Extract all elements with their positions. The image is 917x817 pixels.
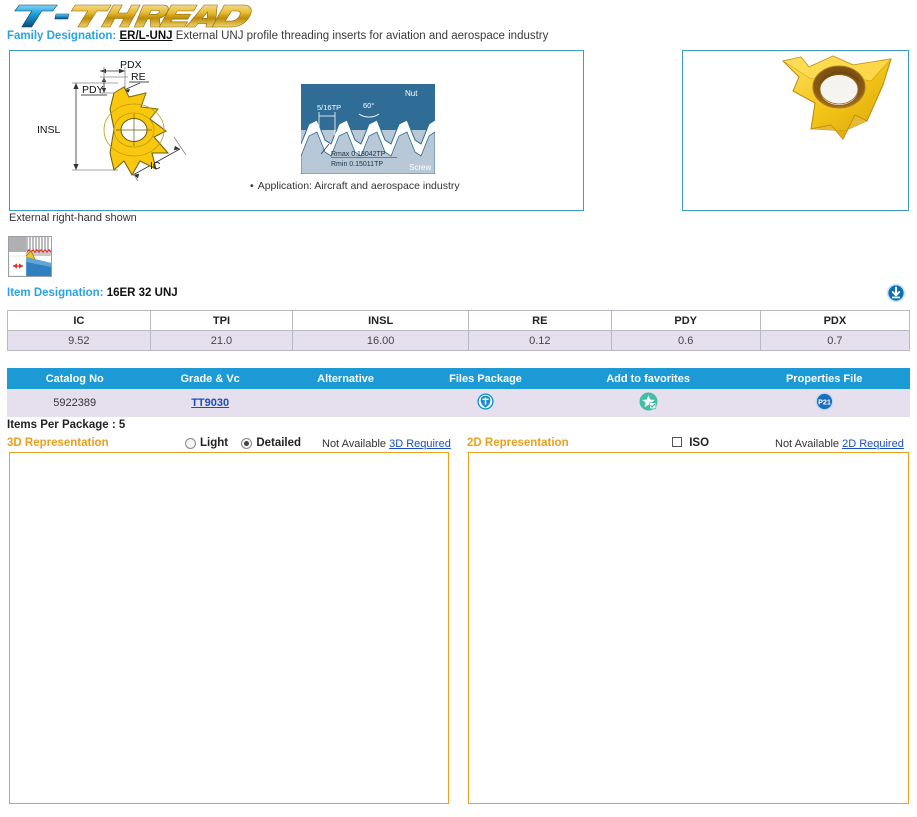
catalog-header-favorites: Add to favorites bbox=[557, 368, 739, 389]
spec-value-row: 9.52 21.0 16.00 0.12 0.6 0.7 bbox=[7, 330, 911, 351]
spec-header-pdx: PDX bbox=[759, 310, 911, 331]
family-designation-description: External UNJ profile threading inserts f… bbox=[175, 30, 549, 42]
catalog-no-value: 5922389 bbox=[7, 389, 143, 417]
items-per-package: Items Per Package : 5 bbox=[7, 419, 126, 431]
family-designation-code[interactable]: ER/L-UNJ bbox=[119, 30, 173, 42]
spec-header-pdy: PDY bbox=[610, 310, 761, 331]
bullet-icon: • bbox=[250, 180, 254, 192]
files-package-icon-svg bbox=[476, 392, 495, 411]
label-rmin: Rmin 0.15011TP bbox=[331, 161, 383, 168]
2d-representation-header: 2D Representation ISO Not Available 2D R… bbox=[467, 437, 910, 453]
catalog-table: Catalog No Grade & Vc Alternative Files … bbox=[7, 368, 910, 417]
2d-availability: Not Available 2D Required bbox=[775, 438, 904, 450]
logo-svg bbox=[14, 4, 252, 28]
2d-viewer-area[interactable] bbox=[468, 452, 909, 804]
label-rmax: Rmax 0.18042TP bbox=[331, 151, 386, 158]
2d-representation-options: ISO bbox=[672, 437, 709, 449]
2d-required-link[interactable]: 2D Required bbox=[842, 438, 904, 450]
specification-table: IC TPI INSL RE PDY PDX 9.52 21.0 16.00 0… bbox=[7, 310, 911, 351]
catalog-header-properties: Properties File bbox=[738, 368, 910, 389]
label-nut: Nut bbox=[405, 89, 418, 98]
spec-value-pdx: 0.7 bbox=[759, 330, 911, 351]
2d-representation-title: 2D Representation bbox=[467, 437, 569, 449]
label-screw: Screw bbox=[409, 163, 431, 172]
t-thread-logo bbox=[6, 2, 276, 30]
application-note-text: Application: Aircraft and aerospace indu… bbox=[257, 180, 460, 192]
radio-detailed[interactable]: Detailed bbox=[241, 437, 301, 449]
alternative-value bbox=[277, 389, 414, 417]
p21-properties-icon[interactable]: P21 bbox=[815, 392, 834, 414]
3d-representation-header: 3D Representation Light Detailed Not Ava… bbox=[7, 437, 457, 453]
family-designation: Family Designation: ER/L-UNJ External UN… bbox=[7, 30, 548, 42]
insert-body-graphic bbox=[103, 86, 170, 177]
label-angle: 60° bbox=[363, 101, 374, 110]
insert-dimension-drawing: PDX RE PDY INSL IC bbox=[37, 59, 187, 182]
operation-icon-svg bbox=[8, 237, 52, 277]
star-favorite-icon[interactable] bbox=[639, 392, 658, 414]
p21-label: P21 bbox=[818, 397, 831, 406]
favorites-cell bbox=[557, 389, 739, 417]
label-pitch: 5/16TP bbox=[317, 103, 341, 112]
spec-header-insl: INSL bbox=[292, 310, 469, 331]
catalog-header-files-package: Files Package bbox=[413, 368, 558, 389]
spec-value-ic: 9.52 bbox=[7, 330, 151, 351]
external-threading-operation-icon[interactable] bbox=[8, 236, 52, 277]
drawing-caption: External right-hand shown bbox=[9, 212, 137, 224]
thread-profile-diagram: Nut Screw 5/16TP 60° Rmax 0.18042TP Rmin… bbox=[301, 84, 435, 174]
spec-value-tpi: 21.0 bbox=[149, 330, 294, 351]
3d-representation-options: Light Detailed bbox=[185, 437, 311, 452]
radio-light-indicator bbox=[185, 437, 196, 449]
item-designation: Item Designation: 16ER 32 UNJ bbox=[7, 287, 178, 299]
technical-drawing-panel: PDX RE PDY INSL IC Nut Screw 5/16TP 60° bbox=[9, 50, 584, 211]
3d-availability: Not Available 3D Required bbox=[322, 438, 451, 450]
star-favorite-icon-svg bbox=[639, 392, 658, 411]
radio-detailed-indicator bbox=[241, 437, 253, 449]
spec-header-tpi: TPI bbox=[149, 310, 294, 331]
grade-link[interactable]: TT9030 bbox=[191, 397, 230, 409]
spec-value-pdy: 0.6 bbox=[610, 330, 761, 351]
3d-required-link[interactable]: 3D Required bbox=[389, 438, 451, 450]
insert-photo bbox=[782, 55, 892, 140]
label-insl: INSL bbox=[37, 124, 61, 136]
catalog-header-catalog-no: Catalog No bbox=[7, 368, 143, 389]
checkbox-iso[interactable]: ISO bbox=[672, 437, 709, 449]
table-row: 5922389 TT9030 bbox=[7, 389, 910, 417]
3d-viewer-area[interactable] bbox=[9, 452, 449, 804]
download-icon-svg bbox=[886, 283, 906, 303]
label-pdx: PDX bbox=[120, 59, 142, 71]
radio-detailed-label: Detailed bbox=[256, 437, 302, 449]
catalog-header-row: Catalog No Grade & Vc Alternative Files … bbox=[7, 368, 910, 389]
3d-availability-text: Not Available bbox=[322, 438, 387, 450]
3d-representation-title: 3D Representation bbox=[7, 437, 109, 449]
grade-cell: TT9030 bbox=[142, 389, 278, 417]
catalog-header-alternative: Alternative bbox=[277, 368, 414, 389]
spec-header-re: RE bbox=[467, 310, 612, 331]
radio-light[interactable]: Light bbox=[185, 437, 228, 449]
item-designation-value: 16ER 32 UNJ bbox=[106, 287, 178, 299]
download-circle-icon[interactable] bbox=[886, 283, 906, 303]
spec-value-re: 0.12 bbox=[467, 330, 612, 351]
label-re: RE bbox=[131, 71, 146, 83]
spec-header-ic: IC bbox=[7, 310, 151, 331]
properties-file-cell: P21 bbox=[738, 389, 910, 417]
catalog-header-grade-vc: Grade & Vc bbox=[142, 368, 278, 389]
label-ic: IC bbox=[150, 160, 161, 172]
2d-availability-text: Not Available bbox=[775, 438, 840, 450]
label-pdy: PDY bbox=[82, 84, 104, 96]
spec-header-row: IC TPI INSL RE PDY PDX bbox=[7, 310, 911, 331]
checkbox-iso-indicator bbox=[672, 437, 682, 447]
product-photo-panel bbox=[682, 50, 909, 211]
item-designation-label: Item Designation: bbox=[7, 287, 104, 299]
files-package-cell bbox=[413, 389, 558, 417]
spec-value-insl: 16.00 bbox=[292, 330, 469, 351]
application-note: • Application: Aircraft and aerospace ind… bbox=[250, 180, 460, 192]
checkbox-iso-label: ISO bbox=[689, 437, 710, 449]
p21-properties-icon-svg: P21 bbox=[815, 392, 834, 411]
radio-light-label: Light bbox=[200, 437, 229, 449]
files-package-icon[interactable] bbox=[476, 392, 495, 414]
family-designation-label: Family Designation: bbox=[7, 30, 117, 42]
